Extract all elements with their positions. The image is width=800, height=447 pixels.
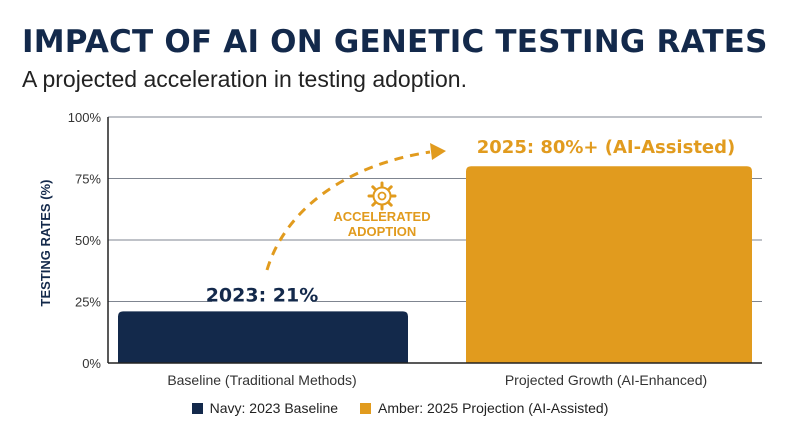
y-tick-label: 25% xyxy=(75,295,101,310)
x-axis-labels: Baseline (Traditional Methods) Projected … xyxy=(167,372,707,388)
y-axis-ticks: 0% 25% 50% 75% 100% xyxy=(68,110,102,371)
bars: 2023: 21% 2025: 80%+ (AI-Assisted) xyxy=(118,137,752,363)
x-tick-label: Baseline (Traditional Methods) xyxy=(167,372,356,388)
y-tick-label: 50% xyxy=(75,233,101,248)
legend-label-projection: Amber: 2025 Projection (AI-Assisted) xyxy=(378,400,609,416)
arrow-head xyxy=(430,143,446,160)
data-label-bg xyxy=(212,283,312,308)
y-tick-label: 75% xyxy=(75,172,101,187)
annotation-line-2: ADOPTION xyxy=(348,224,417,239)
y-axis-label: TESTING RATES (%) xyxy=(38,180,53,307)
legend-item-baseline: Navy: 2023 Baseline xyxy=(191,400,339,416)
data-label-1: 2025: 80%+ (AI-Assisted) xyxy=(477,137,736,158)
annotation-line-1: ACCELERATED xyxy=(333,209,430,224)
bar-0 xyxy=(118,311,408,363)
chart-title: IMPACT OF AI ON GENETIC TESTING RATES xyxy=(22,24,768,60)
chart-subtitle: A projected acceleration in testing adop… xyxy=(22,66,467,92)
y-tick-label: 0% xyxy=(82,356,101,371)
legend-swatch-amber xyxy=(360,402,372,414)
data-label-0: 2023: 21% xyxy=(206,284,319,306)
legend-swatch-navy xyxy=(191,402,203,414)
bar-1 xyxy=(466,166,752,363)
gear-icon xyxy=(367,181,397,211)
y-tick-label: 100% xyxy=(68,110,102,125)
x-tick-label: Projected Growth (AI-Enhanced) xyxy=(505,372,707,388)
legend: Navy: 2023 Baseline Amber: 2025 Projecti… xyxy=(0,400,800,416)
arrow-curve xyxy=(265,150,431,271)
legend-label-baseline: Navy: 2023 Baseline xyxy=(209,400,339,416)
legend-item-projection: Amber: 2025 Projection (AI-Assisted) xyxy=(360,400,608,416)
acceleration-arrow xyxy=(265,143,446,271)
